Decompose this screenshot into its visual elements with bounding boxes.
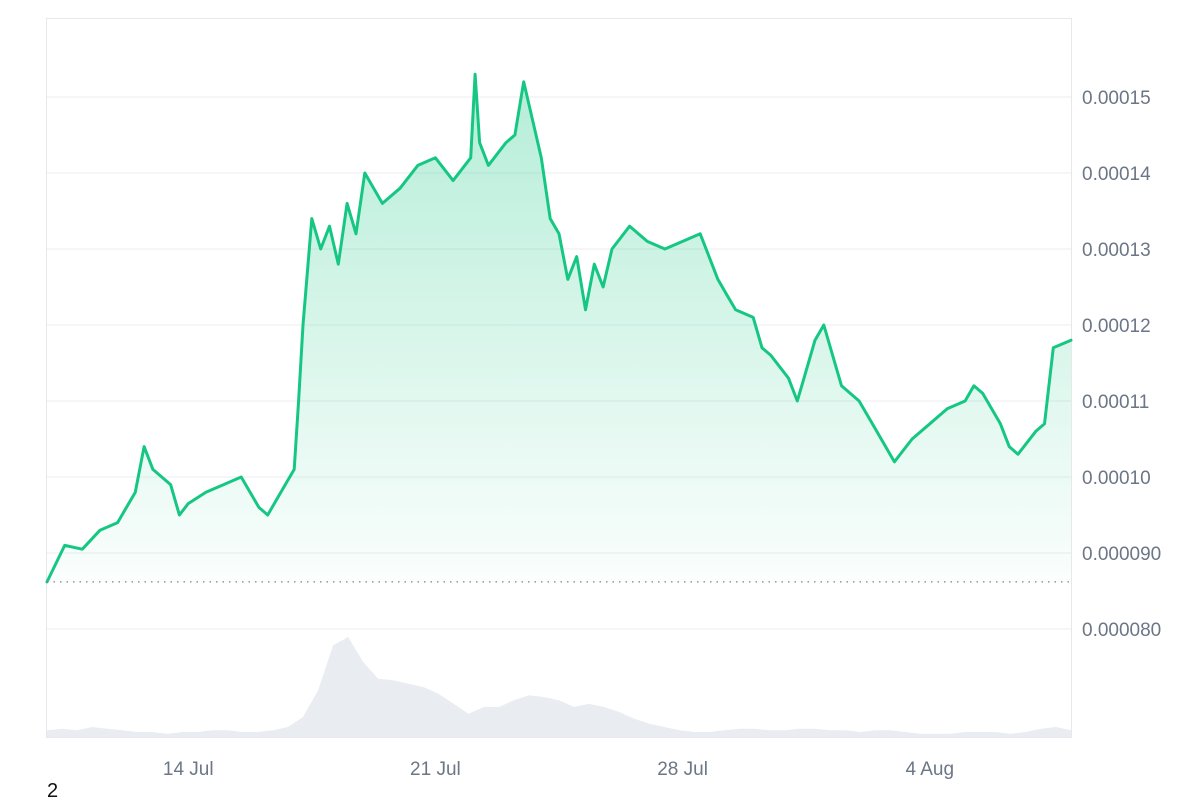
y-tick-label: 0.00014	[1082, 164, 1151, 185]
price-fill	[47, 74, 1071, 582]
footnote: 2	[47, 780, 59, 802]
price-line	[45, 72, 1073, 584]
x-tick-label: 4 Aug	[905, 759, 954, 780]
volume-area	[47, 637, 1071, 737]
x-tick-label: 21 Jul	[410, 759, 461, 780]
x-tick-label: 28 Jul	[657, 759, 708, 780]
y-axis: 0.000080 0.000090 0.00010 0.00011 0.00012 0.0…	[1082, 88, 1161, 641]
y-tick-label: 0.00012	[1082, 316, 1151, 337]
plot-frame	[46, 18, 1072, 738]
y-tick-label: 0.00010	[1082, 468, 1151, 489]
y-tick-label: 0.000090	[1082, 544, 1161, 565]
y-tick-label: 0.00013	[1082, 240, 1151, 261]
x-axis: 14 Jul 21 Jul 28 Jul 4 Aug	[163, 759, 954, 780]
y-tick-label: 0.00015	[1082, 88, 1151, 109]
y-tick-label: 0.000080	[1082, 620, 1161, 641]
x-tick-label: 14 Jul	[163, 759, 214, 780]
price-area	[45, 72, 1073, 584]
volume-shape	[47, 637, 1071, 737]
y-tick-label: 0.00011	[1082, 392, 1149, 413]
